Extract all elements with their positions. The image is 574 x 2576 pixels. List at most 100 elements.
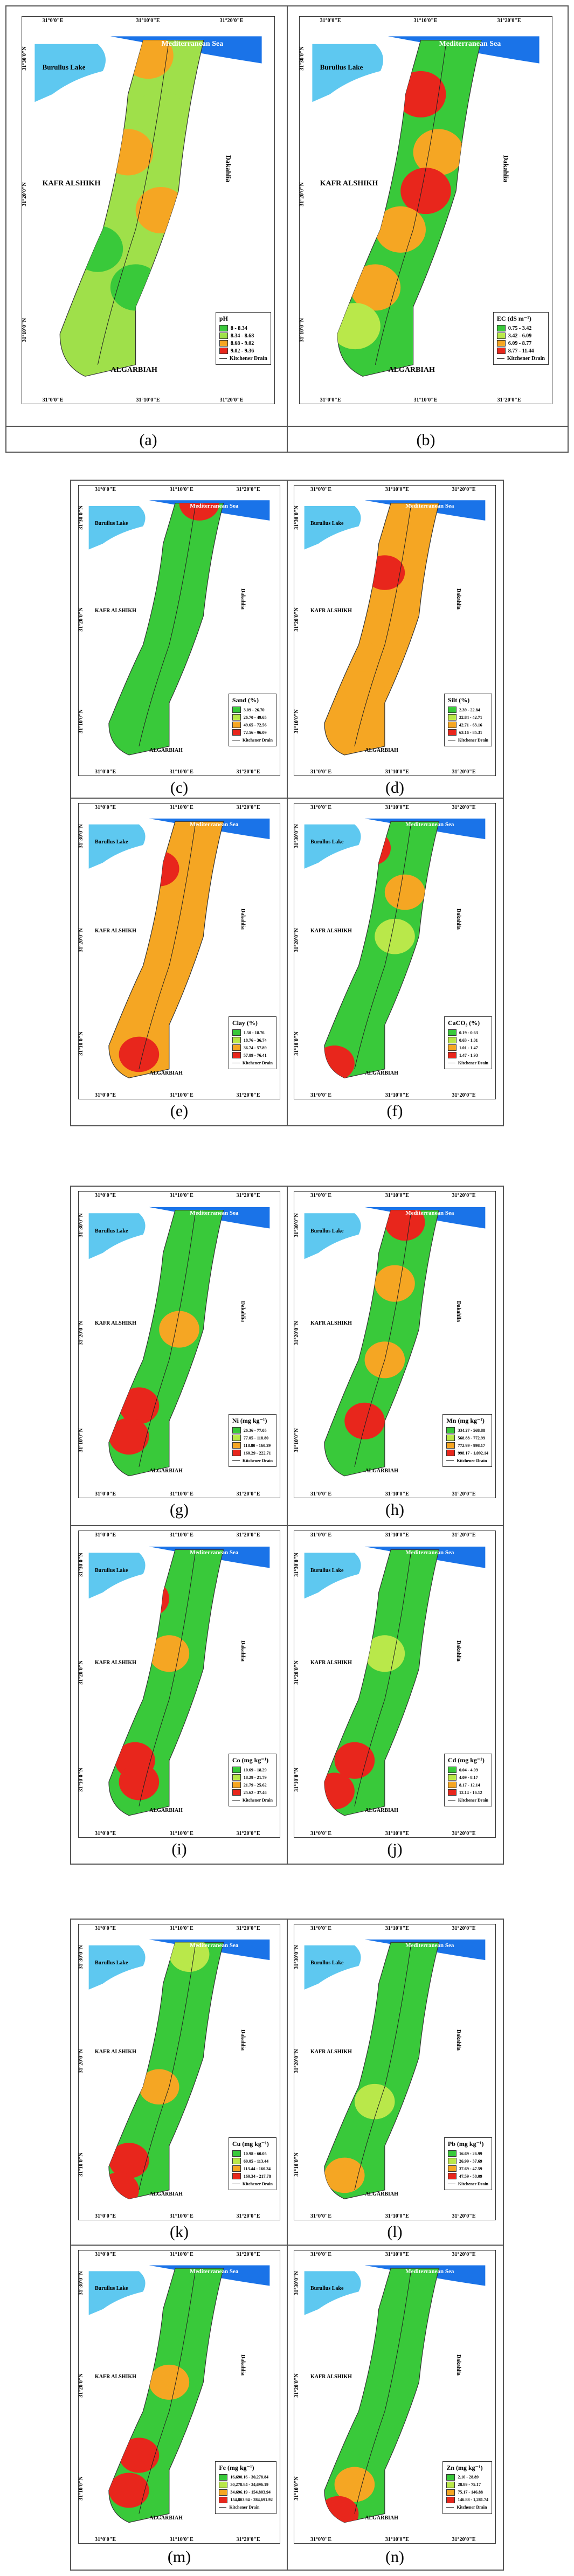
coordinate-label: 31°10'0"E xyxy=(385,1092,409,1098)
algarbiah-label: ALGARBIAH xyxy=(149,1468,183,1474)
coordinate-label: 31°30'0"N xyxy=(78,2270,84,2295)
coordinate-label: 31°20'0"E xyxy=(236,1926,260,1931)
zone-patch xyxy=(179,503,220,521)
coordinate-label: 31°20'0"N xyxy=(78,2048,84,2073)
legend-label: 77.05 - 118.80 xyxy=(243,1435,269,1441)
coordinate-label: 31°0'0"E xyxy=(310,1532,331,1538)
legend-swatch xyxy=(219,2496,228,2503)
coordinate-label: 31°10'0"E xyxy=(385,2213,409,2219)
legend-item: Kitchener Drain xyxy=(232,1059,273,1067)
coordinate-label: 31°10'0"E xyxy=(385,2252,409,2258)
legend-swatch xyxy=(232,729,241,736)
legend-item: Kitchener Drain xyxy=(219,2504,273,2511)
coordinate-label: 31°10'0"N xyxy=(22,318,27,342)
kafr-label: KAFR ALSHIKH xyxy=(320,179,378,188)
coordinate-label: 31°0'0"E xyxy=(95,1491,116,1497)
lake-area xyxy=(304,824,361,869)
dakahlia-label: Dakahlia xyxy=(224,155,233,182)
drain-swatch xyxy=(446,1460,454,1461)
algarbiah-label: ALGARBIAH xyxy=(365,1070,398,1076)
zone-patch xyxy=(119,2437,160,2473)
coordinate-label: 31°0'0"E xyxy=(95,2213,116,2219)
coordinate-label: 31°10'0"E xyxy=(413,397,438,403)
legend-swatch xyxy=(446,2481,455,2488)
coordinate-label: 31°0'0"E xyxy=(310,1926,331,1931)
lake-area xyxy=(312,44,384,102)
lake-label: Burullus Lake xyxy=(310,520,344,527)
legend-label: Kitchener Drain xyxy=(507,355,545,362)
zone-patch xyxy=(384,874,425,910)
dakahlia-label: Dakahlia xyxy=(239,909,246,930)
drain-line xyxy=(139,1945,196,2190)
coordinate-label: 31°0'0"E xyxy=(95,487,116,493)
coordinate-label: 31°0'0"E xyxy=(95,1926,116,1931)
coordinate-label: 31°10'0"E xyxy=(169,2213,193,2219)
legend-label: 154,803.94 - 284,691.92 xyxy=(230,2497,273,2502)
coordinate-label: 31°20'0"E xyxy=(497,18,521,24)
lake-label: Burullus Lake xyxy=(95,1228,128,1235)
coordinate-label: 31°10'0"E xyxy=(169,1491,193,1497)
legend-swatch xyxy=(232,2173,241,2179)
drain-line xyxy=(139,505,196,746)
map-svg xyxy=(88,1207,270,1477)
panel-caption: (b) xyxy=(416,431,435,449)
legend-label: 34,696.19 - 154,803.94 xyxy=(230,2490,271,2495)
drain-swatch xyxy=(232,1460,240,1461)
coordinate-label: 31°20'0"E xyxy=(452,769,476,775)
coordinate-label: 31°10'0"N xyxy=(78,2152,84,2177)
legend-item: 36.74 - 57.89 xyxy=(232,1044,273,1051)
zone-patch xyxy=(334,1742,375,1779)
legend-item: Kitchener Drain xyxy=(232,1796,273,1804)
legend-swatch xyxy=(446,2496,455,2503)
legend-item: 49.65 - 72.56 xyxy=(232,721,273,729)
map-panel: Mediterranean Sea Burullus Lake KAFR ALSHI… xyxy=(78,2250,280,2544)
coordinate-label: 31°20'0"N xyxy=(78,2373,84,2398)
legend-label: Kitchener Drain xyxy=(229,2505,260,2510)
legend-swatch xyxy=(446,2489,455,2496)
drain-line xyxy=(354,1945,411,2190)
zone-patch xyxy=(324,1772,355,1810)
legend-item: Kitchener Drain xyxy=(447,736,488,744)
sea-label: Mediterranean Sea xyxy=(405,1210,454,1217)
lake-area xyxy=(304,1213,361,1259)
legend-label: 18.29 - 21.79 xyxy=(243,1775,267,1780)
legend-item: 18.29 - 21.79 xyxy=(232,1774,273,1781)
panel-caption: (f) xyxy=(386,1102,403,1120)
coordinate-label: 31°0'0"E xyxy=(310,2213,331,2219)
legend-label: 0.04 - 4.09 xyxy=(459,1767,478,1772)
coordinate-label: 31°30'0"N xyxy=(294,1213,300,1237)
legend-item: 28.89 - 75.17 xyxy=(446,2481,488,2489)
coordinate-label: 31°10'0"N xyxy=(78,1428,84,1452)
coordinate-label: 31°20'0"N xyxy=(294,1320,300,1345)
map-svg xyxy=(88,1939,270,2199)
legend-item: 12.14 - 16.12 xyxy=(447,1789,488,1796)
coordinate-label: 31°30'0"N xyxy=(294,1945,300,1969)
map-panel: Mediterranean Sea Burullus Lake KAFR ALSHI… xyxy=(78,1924,280,2220)
lake-label: Burullus Lake xyxy=(42,63,86,72)
legend-item: 6.09 - 8.77 xyxy=(496,340,545,347)
legend-label: 113.44 - 160.34 xyxy=(243,2166,271,2171)
kafr-label: KAFR ALSHIKH xyxy=(95,1320,136,1327)
legend-swatch xyxy=(447,1774,457,1781)
zone-patch xyxy=(364,613,405,648)
legend-swatch xyxy=(232,1037,241,1043)
zone-patch xyxy=(159,1311,199,1348)
legend-label: 160.34 - 217.78 xyxy=(243,2173,271,2179)
coordinate-label: 31°0'0"E xyxy=(42,18,64,24)
dakahlia-label: Dakahlia xyxy=(239,2030,246,2051)
legend-item: 60.05 - 113.44 xyxy=(232,2157,273,2165)
lake-area xyxy=(304,1553,361,1599)
legend-item: 160.34 - 217.78 xyxy=(232,2172,273,2180)
legend-label: 26.70 - 49.65 xyxy=(243,715,267,720)
coordinate-label: 31°20'0"E xyxy=(452,1926,476,1931)
legend-item: 37.69 - 47.59 xyxy=(447,2165,488,2172)
legend-label: 568.88 - 772.99 xyxy=(458,1435,485,1441)
legend-label: 8.77 - 11.44 xyxy=(508,348,534,354)
coordinate-label: 31°20'0"E xyxy=(497,397,521,403)
legend-item: 4.09 - 8.17 xyxy=(447,1774,488,1781)
legend-label: Kitchener Drain xyxy=(458,737,488,743)
legend-title: CaCO₃ (%) xyxy=(447,1019,480,1027)
legend-item: 772.99 - 998.17 xyxy=(446,1442,488,1449)
legend-label: 49.65 - 72.56 xyxy=(243,722,267,728)
legend-item: Kitchener Drain xyxy=(447,1059,488,1067)
